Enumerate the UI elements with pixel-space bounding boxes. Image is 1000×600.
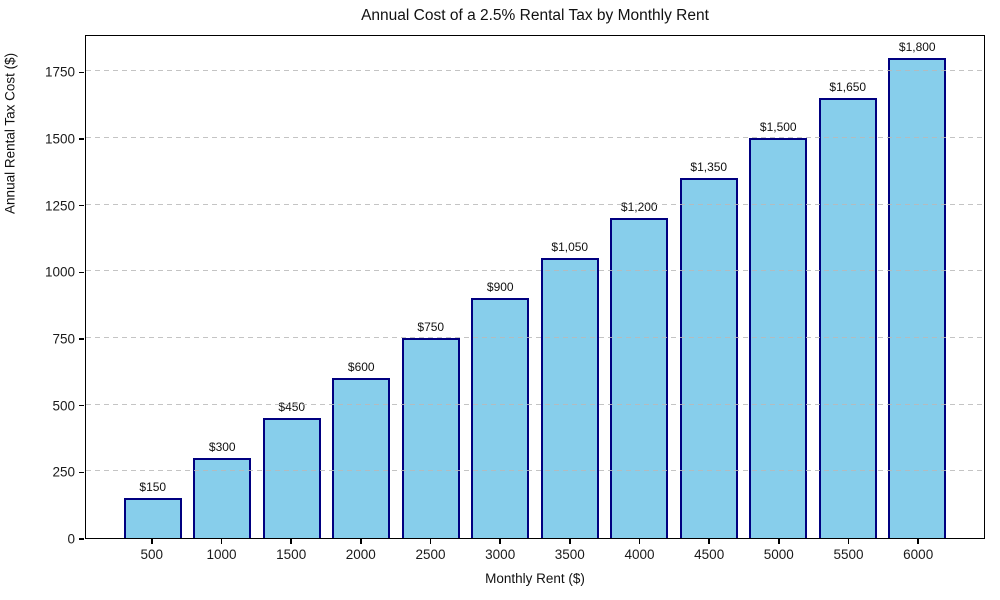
x-tick-label-4000: 4000 bbox=[624, 547, 655, 562]
bar-slot: $300 bbox=[188, 36, 258, 538]
x-tick-mark bbox=[778, 539, 780, 544]
bar-value-label: $600 bbox=[347, 360, 375, 374]
bar-value-label: $750 bbox=[417, 320, 445, 334]
chart-title: Annual Cost of a 2.5% Rental Tax by Mont… bbox=[361, 7, 709, 24]
bar-value-label: $300 bbox=[208, 440, 236, 454]
x-axis-label: Monthly Rent ($) bbox=[485, 571, 585, 586]
y-tick-mark bbox=[79, 338, 84, 340]
bar-slot: $1,800 bbox=[883, 36, 953, 538]
y-tick-label-0: 0 bbox=[67, 531, 75, 547]
bar-slot: $750 bbox=[396, 36, 466, 538]
bar-4000 bbox=[610, 218, 669, 538]
bar-slot: $1,350 bbox=[674, 36, 744, 538]
x-tick-label-500: 500 bbox=[140, 547, 164, 562]
bar-value-label: $1,200 bbox=[620, 200, 658, 214]
y-tick-label-250: 250 bbox=[52, 464, 75, 480]
bar-value-label: $150 bbox=[139, 480, 167, 494]
y-tick-mark bbox=[79, 404, 84, 407]
x-tick-mark bbox=[290, 539, 292, 544]
bar-5000 bbox=[749, 138, 808, 538]
bar-5500 bbox=[818, 98, 877, 538]
bar-value-label: $1,650 bbox=[829, 80, 867, 94]
bar-slot: $1,200 bbox=[605, 36, 675, 538]
x-tick-mark bbox=[569, 539, 571, 544]
y-tick-label-500: 500 bbox=[52, 398, 75, 414]
y-tick-mark bbox=[79, 271, 84, 274]
y-tick-label-1250: 1250 bbox=[44, 198, 75, 214]
bar-value-label: $450 bbox=[278, 400, 306, 414]
x-tick-mark bbox=[499, 539, 501, 544]
bar-value-label: $1,050 bbox=[551, 240, 589, 254]
x-tick-mark bbox=[917, 539, 919, 544]
y-tick-mark bbox=[79, 538, 84, 540]
x-tick-label-1500: 1500 bbox=[276, 547, 307, 562]
bar-3000 bbox=[471, 298, 530, 538]
y-axis-label: Annual Rental Tax Cost ($) bbox=[2, 52, 18, 214]
x-tick-label-5000: 5000 bbox=[763, 547, 794, 562]
bar-slot: $450 bbox=[257, 36, 327, 538]
bar-2000 bbox=[332, 378, 391, 538]
bar-2500 bbox=[401, 338, 460, 538]
bar-value-label: $1,500 bbox=[759, 120, 797, 134]
bar-slot: $150 bbox=[118, 36, 188, 538]
y-tick-label-1000: 1000 bbox=[44, 264, 75, 280]
bar-slot: $900 bbox=[466, 36, 536, 538]
y-tick-mark bbox=[79, 71, 84, 74]
y-tick-label-1750: 1750 bbox=[44, 64, 75, 80]
x-tick-label-6000: 6000 bbox=[903, 547, 934, 562]
bar-6000 bbox=[888, 58, 947, 538]
x-tick-mark bbox=[847, 539, 850, 544]
x-tick-mark bbox=[638, 539, 641, 544]
bar-value-label: $1,350 bbox=[690, 160, 728, 174]
bar-1000 bbox=[193, 458, 252, 538]
y-tick-label-750: 750 bbox=[52, 331, 75, 347]
x-tick-label-3500: 3500 bbox=[554, 547, 585, 562]
x-tick-label-5500: 5500 bbox=[833, 547, 864, 562]
x-tick-mark bbox=[151, 539, 153, 544]
x-tick-label-1000: 1000 bbox=[206, 547, 237, 562]
plot-area: $150 $300 $450 $600 $750 $900 $1,050 $1,200 $1,3… bbox=[85, 35, 985, 539]
x-tick-mark bbox=[429, 539, 432, 544]
bar-value-label: $900 bbox=[486, 280, 514, 294]
bar-slot: $600 bbox=[327, 36, 397, 538]
bar-3500 bbox=[540, 258, 599, 538]
y-tick-mark bbox=[79, 471, 84, 474]
bar-1500 bbox=[262, 418, 321, 538]
y-tick-mark bbox=[79, 138, 84, 140]
x-tick-label-2000: 2000 bbox=[345, 547, 376, 562]
bar-slot: $1,650 bbox=[813, 36, 883, 538]
bars-layer: $150 $300 $450 $600 $750 $900 $1,050 $1,200 $1,3… bbox=[86, 36, 984, 538]
y-tick-mark bbox=[79, 204, 84, 207]
x-tick-label-2500: 2500 bbox=[415, 547, 446, 562]
x-tick-mark bbox=[360, 539, 362, 544]
y-tick-label-1500: 1500 bbox=[44, 131, 75, 147]
bar-slot: $1,500 bbox=[744, 36, 814, 538]
x-tick-mark bbox=[708, 539, 710, 544]
bar-value-label: $1,800 bbox=[898, 40, 936, 54]
bar-4500 bbox=[679, 178, 738, 538]
bar-500 bbox=[123, 498, 182, 538]
x-tick-label-3000: 3000 bbox=[485, 547, 516, 562]
x-tick-mark bbox=[220, 539, 223, 544]
bar-slot: $1,050 bbox=[535, 36, 605, 538]
x-tick-label-4500: 4500 bbox=[694, 547, 725, 562]
